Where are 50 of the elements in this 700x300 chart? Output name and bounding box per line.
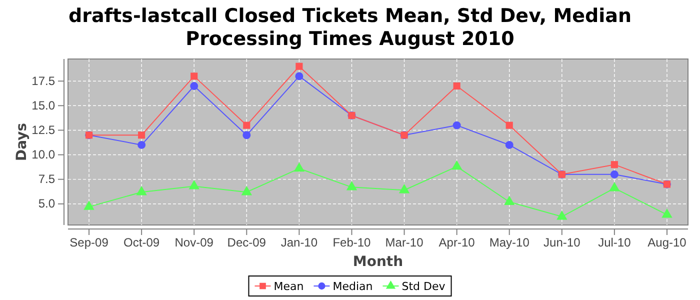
x-tick-label: Nov-09 bbox=[174, 236, 214, 250]
point bbox=[296, 62, 303, 70]
point bbox=[609, 182, 620, 192]
legend-label: Std Dev bbox=[402, 280, 446, 293]
legend-label: Mean bbox=[274, 280, 304, 293]
x-tick-label: Aug-10 bbox=[648, 236, 687, 250]
point bbox=[294, 162, 305, 172]
point bbox=[188, 180, 200, 190]
point bbox=[398, 184, 410, 194]
point bbox=[243, 122, 250, 129]
chart-title: drafts-lastcall Closed Tickets Mean, Std Dev, Median Processing Times August 2010 bbox=[68, 5, 632, 50]
y-axis-title: Days bbox=[14, 122, 30, 162]
x-tick-label: Mar-10 bbox=[385, 236, 424, 250]
point bbox=[190, 72, 198, 80]
point bbox=[295, 72, 304, 80]
x-tick-label: Apr-10 bbox=[438, 236, 476, 250]
point bbox=[138, 132, 146, 139]
x-tick-label: Sep-09 bbox=[70, 236, 109, 250]
point bbox=[452, 121, 461, 130]
point bbox=[505, 140, 514, 149]
point bbox=[84, 200, 94, 210]
x-tick-label: May-10 bbox=[489, 236, 530, 250]
point bbox=[453, 82, 460, 90]
x-axis-title: Month bbox=[352, 254, 404, 270]
point bbox=[136, 186, 147, 196]
y-tick-label: 5.0 bbox=[38, 196, 56, 211]
x-tick-label: Jul-10 bbox=[598, 236, 632, 250]
x-tick-label: Dec-09 bbox=[227, 236, 266, 250]
y-tick-label: 17.5 bbox=[32, 74, 56, 88]
point bbox=[242, 131, 251, 140]
y-tick-label: 10.0 bbox=[32, 148, 56, 162]
x-tick-label: Feb-10 bbox=[332, 236, 372, 250]
point bbox=[346, 180, 358, 190]
y-tick-label: 12.5 bbox=[32, 123, 56, 138]
point bbox=[556, 210, 568, 220]
point bbox=[504, 196, 515, 206]
y-tick-label: 15.0 bbox=[32, 98, 56, 112]
point bbox=[138, 140, 146, 149]
x-tick-label: Jun-10 bbox=[544, 236, 581, 250]
point bbox=[451, 160, 462, 170]
x-tick-label: Jan-10 bbox=[280, 236, 318, 250]
point bbox=[610, 170, 618, 178]
point bbox=[241, 186, 252, 196]
legend-label: Median bbox=[332, 280, 373, 293]
point bbox=[610, 161, 618, 168]
point bbox=[190, 82, 198, 90]
point bbox=[662, 208, 672, 218]
point bbox=[506, 122, 513, 129]
y-tick-label: 7.5 bbox=[38, 172, 56, 186]
x-tick-label: Oct-09 bbox=[124, 236, 160, 250]
